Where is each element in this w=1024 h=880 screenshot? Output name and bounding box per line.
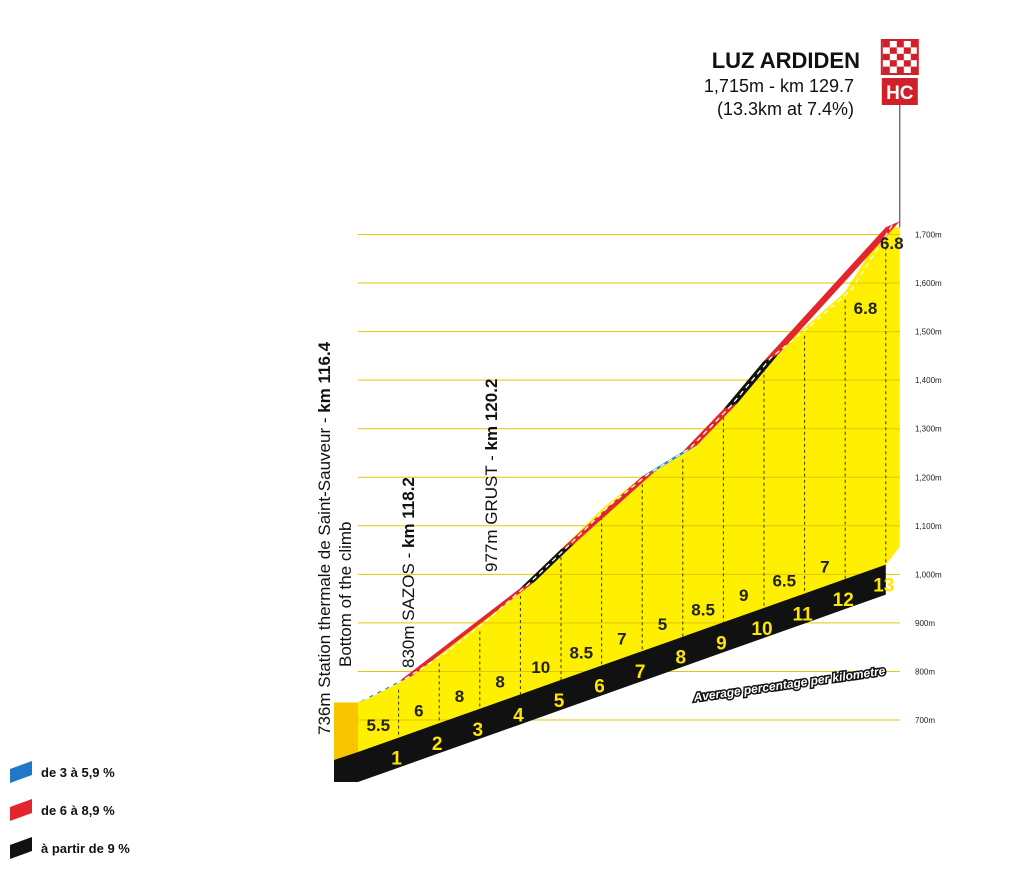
waypoint-label: 977m GRUST - km 120.2 — [482, 379, 501, 572]
waypoint-km: km 116.4 — [315, 341, 334, 412]
slope-segment-red — [398, 581, 535, 682]
y-tick-label: 1,300m — [915, 425, 942, 434]
y-tick-label: 1,600m — [915, 279, 942, 288]
x-tick-label: 3 — [473, 720, 484, 741]
y-tick-label: 900m — [915, 619, 935, 628]
waypoint-altitude-name: 977m GRUST - — [482, 450, 501, 572]
waypoint-altitude-name: 736m Station thermale de Saint-Sauveur - — [315, 413, 334, 735]
checkered-square — [910, 66, 918, 73]
slope-segment-red — [764, 221, 900, 361]
gradient-label: 8 — [495, 673, 504, 692]
gradient-label: 9 — [739, 586, 748, 605]
legend-label: à partir de 9 % — [41, 840, 130, 856]
x-tick-label: 7 — [635, 662, 646, 683]
x-tick-label: 8 — [676, 648, 687, 669]
checkered-square — [882, 41, 890, 48]
waypoint-label: 736m Station thermale de Saint-Sauveur -… — [315, 341, 355, 735]
legend-swatch — [10, 836, 32, 860]
waypoint-subtitle: Bottom of the climb — [336, 521, 355, 667]
y-tick-label: 700m — [915, 716, 935, 725]
gradient-label: 8 — [455, 687, 464, 706]
x-tick-label: 1 — [391, 749, 402, 770]
x-tick-label: 5 — [554, 691, 565, 712]
x-tick-label: 12 — [833, 590, 854, 611]
x-tick-label: 11 — [793, 604, 814, 625]
gradient-label: 8.5 — [569, 644, 593, 663]
slope-segment-black — [723, 354, 778, 410]
waypoint-text: 736m Station thermale de Saint-Sauveur -… — [315, 341, 334, 735]
summit-climb-line: (13.3km at 7.4%) — [716, 99, 854, 119]
waypoint-text: 977m GRUST - km 120.2 — [482, 379, 501, 572]
waypoint-text: 830m SAZOS - km 118.2 — [399, 477, 418, 668]
summit-flag-icon: HC — [880, 39, 919, 105]
waypoint-altitude-name: 830m SAZOS - — [399, 548, 418, 668]
x-tick-label: 6 — [594, 677, 605, 698]
gradient-label: 10 — [531, 658, 550, 677]
y-tick-label: 1,700m — [915, 231, 942, 240]
checkered-square — [910, 53, 918, 61]
y-tick-label: 1,000m — [915, 570, 942, 579]
profile-side-face — [334, 702, 358, 760]
checkered-square — [903, 60, 911, 67]
gradient-label: 5 — [658, 615, 667, 634]
summit-info: 1,715m - km 129.7 (13.3km at 7.4%) — [704, 75, 854, 121]
base-strip — [334, 564, 886, 782]
checkered-square — [889, 60, 897, 67]
legend-swatch — [10, 760, 32, 784]
y-tick-label: 1,500m — [915, 328, 942, 337]
gradient-label: 5.5 — [366, 716, 390, 735]
legend-label: de 3 à 5,9 % — [41, 764, 115, 780]
category-badge-label: HC — [886, 83, 914, 104]
category-badge — [881, 78, 918, 105]
summit-name: LUZ ARDIDEN — [711, 48, 860, 73]
legend-item-blue: de 3 à 5,9 % — [10, 760, 130, 784]
chart-annotation: Average percentage per kilometre — [692, 664, 887, 705]
checkered-square — [910, 41, 918, 48]
x-tick-label: 4 — [513, 705, 524, 726]
x-tick-label: 13 — [873, 576, 894, 597]
x-tick-label: 10 — [751, 619, 772, 640]
gradient-label: 7 — [617, 629, 626, 648]
summit-altitude-line: 1,715m - km 129.7 — [703, 76, 854, 96]
gradient-label: 7 — [820, 557, 829, 576]
checkered-square — [889, 47, 897, 54]
checkered-square — [882, 53, 890, 61]
gradient-label: 6.8 — [854, 299, 878, 318]
y-tick-label: 1,200m — [915, 473, 942, 482]
checkered-square — [896, 41, 904, 48]
legend-label: de 6 à 8,9 % — [41, 802, 115, 818]
legend-swatch — [10, 798, 32, 822]
road-centerline — [364, 223, 894, 701]
legend-item-black: à partir de 9 % — [10, 836, 130, 860]
gradient-label: 8.5 — [691, 600, 715, 619]
x-tick-label: 2 — [432, 734, 443, 755]
checkered-square — [882, 66, 890, 73]
waypoint-km: km 118.2 — [399, 477, 418, 548]
y-tick-label: 1,400m — [915, 376, 942, 385]
gradient-label: 6.5 — [772, 572, 796, 591]
gradient-label: 6.8 — [880, 234, 904, 253]
checkered-square — [896, 53, 904, 61]
y-tick-label: 800m — [915, 667, 935, 676]
checkered-square — [903, 47, 911, 54]
y-tick-label: 1,100m — [915, 522, 942, 531]
legend-item-red: de 6 à 8,9 % — [10, 798, 130, 822]
gradient-label: 6 — [414, 701, 423, 720]
legend: de 3 à 5,9 % de 6 à 8,9 % à partir de 9 … — [10, 760, 130, 876]
checkered-square — [896, 66, 904, 73]
waypoint-label: 830m SAZOS - km 118.2 — [399, 477, 418, 668]
waypoint-km: km 120.2 — [482, 379, 501, 451]
x-tick-label: 9 — [716, 633, 727, 654]
